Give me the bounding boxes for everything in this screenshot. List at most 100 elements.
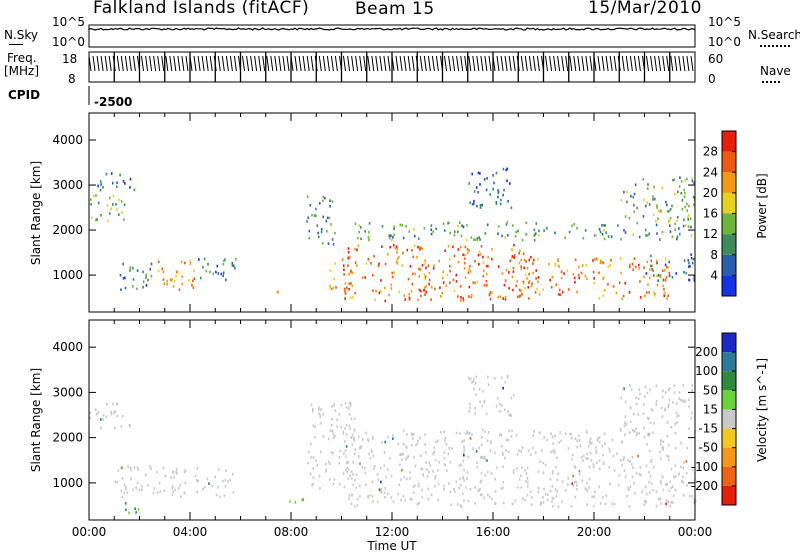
power-cell <box>331 200 334 203</box>
velocity-cell <box>392 500 395 503</box>
power-cell <box>659 274 662 277</box>
velocity-cell <box>352 460 354 464</box>
power-cell <box>361 276 364 279</box>
power-cell <box>687 259 689 262</box>
power-cell <box>384 299 387 303</box>
power-cell <box>434 287 436 291</box>
velocity-cell <box>414 484 416 487</box>
power-cell <box>643 198 645 202</box>
power-cell <box>432 267 435 270</box>
velocity-cell <box>232 491 235 494</box>
power-cell <box>216 264 219 268</box>
power-cell <box>398 290 400 294</box>
power-cell <box>356 264 358 267</box>
velocity-cell <box>550 450 552 454</box>
power-cell <box>532 262 534 265</box>
power-cell <box>629 263 631 267</box>
velocity-cell <box>217 485 219 489</box>
velocity-cell <box>578 469 581 473</box>
velocity-cell <box>547 498 549 502</box>
velocity-cell <box>172 490 174 494</box>
velocity-cell <box>399 463 401 467</box>
power-cell <box>657 217 659 220</box>
velocity-cell <box>472 380 475 383</box>
velocity-cell <box>353 437 355 440</box>
velocity-cell <box>332 433 335 436</box>
velocity-cell <box>532 434 535 437</box>
velocity-cell <box>358 455 360 458</box>
power-cell <box>626 200 628 204</box>
power-cell <box>473 238 475 241</box>
velocity-cell <box>463 453 465 457</box>
velocity-cell <box>564 432 567 435</box>
power-cell <box>397 256 400 259</box>
power-cell <box>440 295 442 298</box>
velocity-cell <box>117 469 120 473</box>
power-cell <box>116 208 118 211</box>
velocity-cell <box>379 466 382 470</box>
nsearch-label: N.Search <box>748 28 800 42</box>
velocity-cell <box>425 451 427 454</box>
velocity-cell <box>655 490 658 494</box>
power-cell <box>665 276 668 279</box>
velocity-cell <box>557 505 560 508</box>
power-cell <box>653 291 655 294</box>
power-cell <box>648 232 651 236</box>
power-cell <box>580 271 583 275</box>
power-cell <box>692 257 695 261</box>
power-cell <box>222 274 224 278</box>
power-cell <box>124 286 127 290</box>
velocity-colorbar-segment <box>722 447 736 467</box>
power-cell <box>457 260 460 264</box>
velocity-cell <box>137 508 140 511</box>
power-cell <box>97 201 100 205</box>
power-cell <box>91 216 93 220</box>
power-cell <box>374 298 376 302</box>
velocity-cell <box>666 421 669 424</box>
velocity-cell <box>222 479 224 483</box>
power-cell <box>479 238 481 241</box>
power-cell <box>492 174 494 177</box>
velocity-cell <box>413 455 415 459</box>
velocity-cell <box>113 426 116 430</box>
velocity-cell <box>333 403 335 406</box>
power-cell <box>557 259 559 263</box>
power-cell <box>418 246 420 249</box>
power-cell <box>497 265 500 268</box>
power-cell <box>122 262 124 266</box>
power-cell <box>342 264 345 267</box>
velocity-cell <box>659 497 662 500</box>
velocity-cell <box>219 495 221 499</box>
power-cell <box>413 244 416 247</box>
velocity-cell <box>430 493 433 497</box>
velocity-cell <box>372 454 375 458</box>
velocity-cell <box>559 431 561 434</box>
velocity-cell <box>623 469 626 472</box>
power-cell <box>574 258 577 261</box>
velocity-cell <box>463 448 465 451</box>
power-data <box>90 167 696 303</box>
velocity-cell <box>320 421 322 425</box>
velocity-cell <box>544 463 547 467</box>
velocity-cell <box>384 495 386 499</box>
power-cell <box>662 284 665 288</box>
velocity-cell <box>311 410 314 413</box>
power-cell <box>617 224 619 227</box>
power-cell <box>421 263 424 267</box>
power-cell <box>364 230 366 233</box>
power-cell <box>329 269 332 272</box>
velocity-cell <box>475 393 477 396</box>
velocity-cell <box>624 433 626 436</box>
power-cell <box>518 295 521 298</box>
velocity-cell <box>407 455 409 458</box>
power-cell <box>449 231 451 235</box>
power-cell <box>414 272 417 276</box>
velocity-cell <box>359 495 361 498</box>
nsky-tick-low: 10^0 <box>52 35 85 49</box>
power-cell <box>123 218 125 221</box>
power-colorbar-tick-label: 24 <box>703 165 718 179</box>
power-ytick-label: 1000 <box>52 268 83 282</box>
power-cell <box>343 287 346 291</box>
power-cell <box>662 278 665 282</box>
power-cell <box>573 223 576 226</box>
